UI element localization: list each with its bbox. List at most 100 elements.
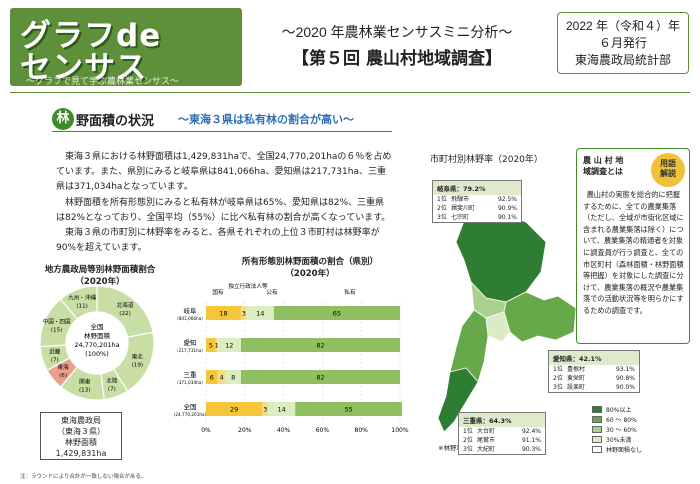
pub-issue: ６月発行 [598,36,647,50]
map-gifu [455,212,547,303]
donut-title-line2: （2020年） [75,277,125,287]
glossary-badge-line: 用語 [660,159,676,168]
ranking-row: 2位 東栄町 90.8% [553,375,635,382]
donut-segment-value: (15) [51,328,62,334]
bar-value-label: 55 [344,406,352,414]
donut-segment-value: (7) [51,357,59,363]
bar-title-line1: 所有形態別林野面積の割合（県別） [241,257,378,267]
ranking-row: 1位 豊根村 93.1% [553,366,635,373]
bar-value-label: 12 [225,342,233,350]
header-divider [10,92,690,98]
bar-segment [217,338,241,352]
legend-item: 80%以上 [592,404,650,414]
x-tick-label: 20% [238,427,252,434]
donut-center-text: 林野面積 [84,331,111,340]
legend-item: 林野面積なし [592,444,650,454]
map-aichi [503,291,577,343]
logo: グラフde センサス ～グラフで見て学ぶ農林業センサス～ [10,8,242,87]
ranking-aichi: 愛知県：42.1% 1位 豊根村 93.1% 2位 東栄町 90.8% 3位 設楽町 90.… [548,350,640,393]
page-title: 【第５回 農山村地域調査】 [292,49,502,69]
bar-chart-title: 所有形態別林野面積の割合（県別） （2020年） [210,256,410,280]
bar-segment [206,402,263,416]
legend-item: 60 ～ 80% [592,414,650,424]
glossary-text: 農山村の実態を総合的に把握するために、全ての農業集落（ただし、全域が市街化区域に… [583,190,684,315]
category-sublabel: （24,770,201ha） [171,412,209,417]
donut-segment-label: 近畿 [49,347,61,355]
glossary-heading: 農 山 村 地 域調査とは [583,155,623,177]
ranking-row: 3位 七宗町 90.1% [437,214,517,221]
bar-segment [262,402,269,416]
body-paragraph: 東海３県の市町別に林野率をみると、各県それぞれの上位３市町村は林野率が90%を超… [56,228,380,254]
ranking-row: 3位 大紀町 90.3% [463,446,541,453]
bar-value-label: 3 [242,310,246,318]
category-sublabel: （841,066ha） [175,316,206,321]
legend-label: 独立行政法人等 [228,282,268,290]
donut-segment-label: 東海 [57,363,69,371]
bar-segment [268,402,296,416]
donut-title: 地方農政局等別林野面積割合 （2020年） [20,264,180,288]
legend-swatch [592,405,602,413]
bar-segment [206,306,241,320]
bar-value-label: 8 [231,374,235,382]
bar-value-label: 82 [316,374,324,382]
bar-value-label: 5 [209,342,213,350]
legend-label: 国有 [212,288,224,296]
x-tick-label: 0% [201,427,211,434]
bar-segment [206,338,216,352]
footnote: 注：ラウンドにより合計が一致しない場合がある。 [20,474,147,480]
donut-center-text: (100%) [85,350,109,358]
bar-segment [240,370,400,384]
donut-segment-label: 中国・四国 [43,318,71,326]
body-paragraph: 林野面積を所有形態別にみると私有林が岐阜県は65%、愛知県は82%、三重県は82… [56,197,391,223]
bar-segment [240,338,400,352]
bar-value-label: 3 [263,406,267,414]
publication-info: 2022 年（令和４）年 ６月発行 東海農政局統計部 [557,12,689,74]
bar-value-label: 29 [230,406,238,414]
bar-segment [225,370,241,384]
map-title: 市町村別林野率（2020年） [430,155,543,165]
legend-label: 80%以上 [606,406,632,414]
glossary-heading-line: 域調査とは [583,167,623,176]
legend-item: 30%未満 [592,434,650,444]
donut-center-text: 全国 [91,322,104,331]
legend-item: 30 ～ 60% [592,424,650,434]
legend-label: 30 ～ 60% [606,426,637,434]
bar-value-label: 14 [256,310,264,318]
donut-chart: 北海道 (22) 東北 (19) 北陸 (7) 関東 (13) 東海 (6) 近畿 (7) 中国・四国 (… [39,285,155,401]
header-subtitle: ～2020 年農林業センサスミニ分析～ [281,24,513,40]
ranking-row: 1位 大台町 92.4% [463,428,541,435]
ranking-row: 2位 揖斐川町 90.9% [437,205,517,212]
note-line: 1,429,831ha [55,449,107,458]
legend-label: 30%未満 [606,436,632,444]
donut-segment-value: (19) [132,362,143,368]
ranking-mie: 三重県：64.3% 1位 大台町 92.4% 2位 尾鷲市 91.1% 3位 大紀町 90.… [458,412,546,455]
donut-title-line1: 地方農政局等別林野面積割合 [44,265,156,275]
bar-value-label: 18 [219,310,227,318]
donut-segment-label: 北陸 [106,376,118,384]
logo-tagline: ～グラフで見て学ぶ農林業センサス～ [26,77,179,87]
category-label: 三重 [184,371,198,379]
body-text: 東海３県における林野面積は1,429,831haで、全国24,770,201ha… [56,150,392,256]
x-tick-label: 40% [277,427,291,434]
donut-segment-label: 北海道 [117,301,134,309]
legend-swatch [592,435,602,443]
donut-segment-label: 九州・沖縄 [68,294,96,302]
legend-label: 私有 [344,288,356,296]
map-legend: 80%以上 60 ～ 80% 30 ～ 60% 30%未満 林野面積なし [592,404,650,454]
x-tick-label: 60% [316,427,330,434]
category-sublabel: （371,034ha） [175,380,206,385]
glossary-heading-line: 農 山 村 地 [583,156,624,165]
donut-segment-value: (7) [108,386,116,392]
category-label: 全国 [184,402,197,411]
legend-swatch [592,415,602,423]
section-badge: 林 [52,108,74,130]
legend-label: 公有 [266,288,278,296]
donut-segment-value: (6) [59,373,67,379]
note-line: 東海農政局 [61,416,101,425]
bar-segment [246,306,274,320]
bar-value-label: 82 [316,342,324,350]
pub-date: 2022 年（令和４）年 [565,19,681,33]
glossary-badge: 用語 解説 [651,153,685,187]
donut-segment-label: 東北 [132,352,144,360]
map-mie-south [437,367,479,433]
